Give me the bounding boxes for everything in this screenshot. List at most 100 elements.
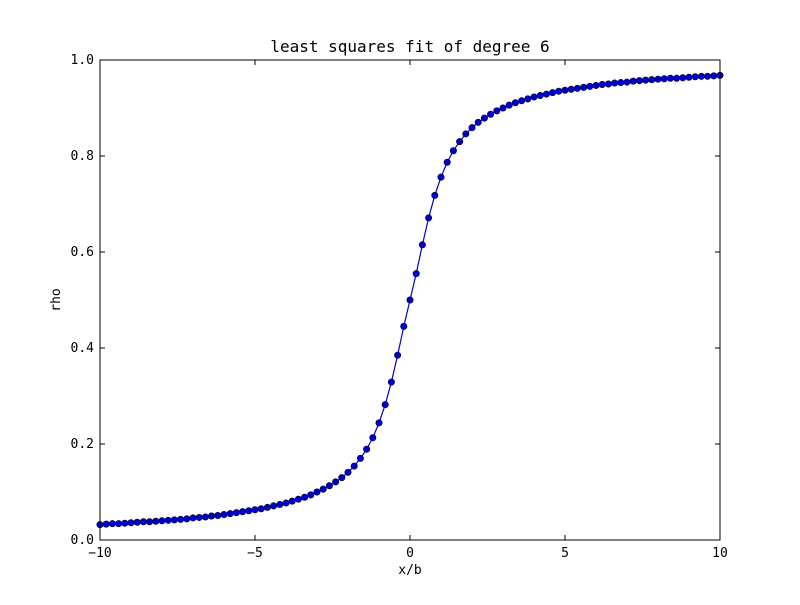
data-point [394,351,402,359]
data-point [629,77,637,85]
data-point [127,519,135,527]
data-point [139,518,147,526]
y-tick-label: 0.8 [71,149,94,164]
data-point [431,191,439,199]
data-point [660,75,668,83]
data-point [505,101,513,109]
data-point [208,512,216,520]
y-tick-label: 0.6 [71,245,94,260]
x-tick-label: 10 [712,546,728,561]
data-point [437,173,445,181]
data-point [146,518,154,526]
data-point [561,86,569,94]
data-point [580,83,588,91]
data-point [282,499,290,507]
data-point [685,73,693,81]
data-point [158,517,166,525]
data-point [425,214,433,222]
y-tick-label: 0.0 [71,533,94,548]
data-point [319,485,327,493]
data-point [530,93,538,101]
data-point [226,510,234,518]
data-point [586,82,594,90]
data-point [617,79,625,87]
data-point [704,72,712,80]
data-point [611,79,619,87]
data-point [356,454,364,462]
data-point [412,270,420,278]
data-point [288,497,296,505]
data-point [487,110,495,118]
ticks-layer: −10 −5 0 5 10 0.0 0.2 0.4 0.6 0.8 1.0 [71,53,728,561]
data-point [183,515,191,523]
data-point [115,520,123,528]
data-point [257,505,265,513]
data-point [313,488,321,496]
data-point [232,509,240,517]
data-point [325,482,333,490]
plot-frame [99,59,721,541]
data-point [592,81,600,89]
data-point [344,468,352,476]
data-point [468,124,476,132]
data-point [511,99,519,107]
y-tick-label: 0.4 [71,341,95,356]
data-point [474,118,482,126]
data-point [443,158,451,166]
data-point [332,478,340,486]
data-point [170,516,178,524]
data-point [294,495,302,503]
data-point [375,419,383,427]
data-point [387,378,395,386]
data-point [270,502,278,510]
data-point [102,520,110,528]
data-point [220,511,228,519]
data-point [381,401,389,409]
data-point [604,80,612,88]
data-point [251,506,259,514]
data-point [301,493,309,501]
data-point [499,104,507,112]
data-point [189,514,197,522]
data-point [108,520,116,528]
data-point [195,513,203,521]
data-point [462,130,470,138]
data-point [654,75,662,83]
data-point [648,76,656,84]
data-point [524,95,532,103]
data-point [642,76,650,84]
data-point [263,503,271,511]
data-point [164,516,172,524]
data-point [598,80,606,88]
data-point [623,78,631,86]
data-point [536,92,544,100]
data-point [177,515,185,523]
x-axis-label: x/b [398,563,422,578]
data-point [493,107,501,115]
data-point [635,77,643,85]
data-point [239,508,247,516]
x-tick-label: −5 [247,546,263,561]
data-point [276,500,284,508]
data-point [201,513,209,521]
data-point [542,90,550,98]
chart-title: least squares fit of degree 6 [270,37,549,56]
data-point [363,445,371,453]
data-point [697,72,705,80]
data-point [214,512,222,520]
x-tick-label: −10 [88,546,111,561]
data-point [338,474,346,482]
data-point [573,84,581,92]
data-point [133,518,141,526]
data-point [679,74,687,82]
data-point [549,89,557,97]
data-point [418,241,426,249]
y-tick-label: 1.0 [71,53,94,68]
series-layer [96,71,724,529]
data-point [456,138,464,146]
data-point [710,72,718,80]
data-point [691,73,699,81]
data-point [406,296,414,304]
